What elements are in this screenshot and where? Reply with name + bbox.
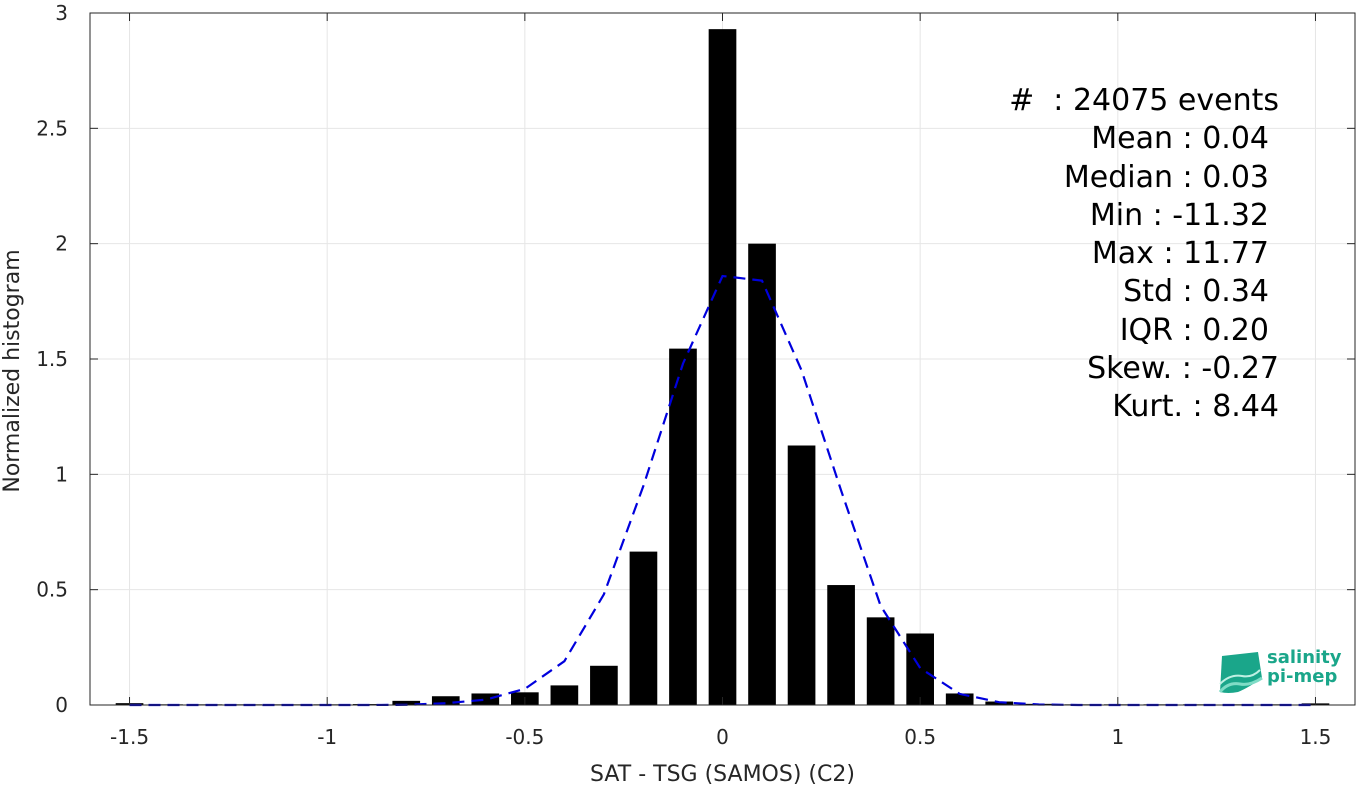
histogram-bar [906,633,934,705]
stat-skew: Skew. : -0.27 [1087,351,1279,387]
axis-ticks: -1.5 -1 -0.5 0 0.5 1 1.5 0 0.5 1 1.5 2 2.5 3 [36,1,1355,749]
histogram-bar [431,696,460,705]
histogram-bars [115,29,1330,705]
y-tick-label: 2.5 [36,116,68,140]
stat-mean: Mean : 0.04 [1091,121,1269,157]
y-tick-label: 2 [55,232,68,256]
stat-iqr: IQR : 0.20 [1119,312,1269,348]
logo-text: salinity pi-mep [1267,648,1342,686]
x-tick-label: -1 [317,725,337,749]
histogram-bar [590,665,618,705]
histogram-bar [827,585,855,705]
x-tick-label: 0.5 [904,725,936,749]
stat-std: Std : 0.34 [1123,274,1269,310]
logo-line1: salinity [1267,647,1342,668]
x-tick-label: 0 [716,725,729,749]
stat-min: Min : -11.32 [1089,197,1269,233]
statistics-annotation: # : 24075 events Mean : 0.04 Median : 0.… [1009,82,1279,427]
histogram-bar [669,348,697,705]
x-tick-label: 1 [1111,725,1124,749]
histogram-bar [708,29,737,705]
y-tick-label: 3 [55,1,68,25]
x-tick-label: 1.5 [1300,725,1332,749]
histogram-bar [629,551,658,705]
x-tick-label: -1.5 [110,725,149,749]
y-tick-label: 1 [55,462,68,486]
salinity-pimep-logo [1218,648,1348,696]
stat-kurt: Kurt. : 8.44 [1112,389,1279,425]
y-tick-label: 1.5 [36,347,68,371]
y-tick-label: 0 [55,693,68,717]
stat-median: Median : 0.03 [1063,159,1269,195]
histogram-bar [787,445,816,705]
x-axis-label: SAT - TSG (SAMOS) (C2) [590,762,855,785]
histogram-bar [392,700,421,705]
histogram-bar [866,617,895,705]
histogram-bar [550,685,579,705]
histogram-bar [748,243,776,705]
stat-max: Max : 11.77 [1091,236,1269,272]
logo-line2: pi-mep [1267,666,1338,687]
y-tick-label: 0.5 [36,578,68,602]
stat-events: # : 24075 events [1009,83,1279,118]
histogram-bar [945,693,974,705]
histogram-bar [471,693,500,705]
x-tick-label: -0.5 [505,725,544,749]
y-axis-label: Normalized histogram [0,249,25,492]
waves-logo-icon [1218,652,1263,693]
